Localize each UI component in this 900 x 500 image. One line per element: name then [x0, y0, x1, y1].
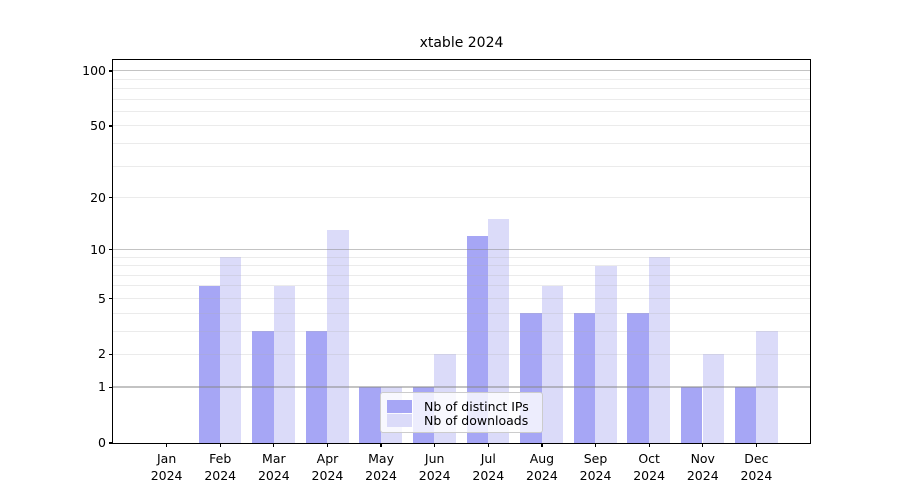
- bar-distinct-ips-dec: [734, 386, 757, 443]
- x-tick-year: 2024: [526, 468, 558, 483]
- bar-distinct-ips-nov: [681, 386, 703, 443]
- minor-gridline: [112, 110, 810, 112]
- x-tick-mark: [755, 443, 757, 447]
- x-tick-label: May 2024: [349, 450, 413, 484]
- chart-title: xtable 2024: [419, 35, 504, 51]
- y-tick-mark: [108, 197, 113, 199]
- legend-item-distinct-ips: Nb of distinct IPs: [387, 398, 534, 414]
- minor-gridline: [112, 312, 810, 314]
- minor-gridline: [112, 353, 810, 355]
- bar-distinct-ips-sep: [573, 313, 596, 443]
- x-tick-label: Oct 2024: [617, 450, 681, 484]
- x-tick-mark: [702, 443, 704, 447]
- y-tick-label: 1: [98, 379, 106, 395]
- legend-item-downloads: Nb of downloads: [387, 412, 534, 428]
- legend: Nb of distinct IPs Nb of downloads: [380, 392, 543, 433]
- minor-gridline: [112, 274, 810, 276]
- minor-gridline: [112, 330, 810, 332]
- x-tick-mark: [219, 443, 221, 447]
- x-tick-label: Aug 2024: [510, 450, 574, 484]
- y-tick-mark: [108, 297, 113, 300]
- minor-gridline: [112, 256, 810, 258]
- x-tick-year: 2024: [311, 468, 344, 483]
- x-tick-label: Dec 2024: [724, 450, 788, 484]
- x-tick-year: 2024: [204, 468, 237, 483]
- minor-gridline: [112, 98, 810, 100]
- plot-area: [111, 58, 811, 444]
- x-tick-label: Nov 2024: [671, 450, 735, 484]
- minor-gridline: [112, 285, 810, 287]
- minor-gridline: [112, 125, 810, 127]
- legend-label-downloads: Nb of downloads: [424, 412, 529, 428]
- major-gridline: [112, 70, 810, 72]
- x-tick-year: 2024: [365, 468, 397, 483]
- minor-gridline: [112, 196, 810, 198]
- minor-gridline: [112, 265, 810, 267]
- x-tick-label: Sep 2024: [564, 450, 628, 484]
- x-tick-year: 2024: [686, 468, 719, 483]
- x-tick-label: Apr 2024: [295, 450, 359, 484]
- x-tick-mark: [273, 443, 275, 447]
- major-gridline: [112, 248, 810, 251]
- y-tick-label: 50: [90, 118, 106, 134]
- y-tick-label: 5: [98, 290, 106, 306]
- x-tick-year: 2024: [150, 468, 183, 483]
- minor-gridline: [112, 78, 810, 80]
- x-tick-mark: [487, 443, 489, 447]
- y-tick-label: 100: [82, 63, 106, 79]
- x-tick-mark: [434, 443, 436, 447]
- x-tick-year: 2024: [418, 468, 451, 483]
- bar-distinct-ips-feb: [198, 285, 220, 443]
- bar-downloads-nov: [702, 354, 724, 443]
- x-tick-year: 2024: [740, 468, 773, 483]
- bar-distinct-ips-may: [359, 386, 381, 443]
- legend-label-distinct-ips: Nb of distinct IPs: [424, 398, 529, 414]
- y-tick-mark: [108, 442, 113, 444]
- x-tick-label: Jan 2024: [135, 450, 199, 484]
- minor-gridline: [112, 142, 810, 144]
- y-tick-mark: [108, 386, 113, 388]
- bar-downloads-feb: [219, 257, 242, 443]
- y-tick-label: 2: [98, 346, 106, 362]
- legend-swatch-distinct-ips: [387, 399, 412, 413]
- bar-downloads-sep: [595, 265, 617, 443]
- bar-downloads-oct: [648, 257, 671, 443]
- y-tick-label: 20: [90, 189, 106, 205]
- x-tick-label: Jul 2024: [456, 450, 520, 484]
- y-tick-mark: [108, 353, 113, 356]
- major-gridline: [112, 386, 810, 388]
- x-tick-label: Jun 2024: [403, 450, 467, 484]
- y-tick-label: 10: [90, 241, 106, 257]
- minor-gridline: [112, 297, 810, 299]
- y-tick-mark: [108, 125, 113, 127]
- x-tick-label: Feb 2024: [188, 450, 252, 484]
- x-tick-mark: [380, 443, 382, 447]
- bar-downloads-aug: [541, 285, 564, 443]
- bar-downloads-apr: [327, 230, 349, 443]
- y-tick-mark: [108, 249, 113, 251]
- bar-downloads-mar: [273, 285, 295, 443]
- x-tick-mark: [326, 443, 329, 447]
- x-tick-year: 2024: [579, 468, 612, 483]
- y-tick-mark: [108, 70, 113, 72]
- bar-distinct-ips-jul: [466, 236, 489, 443]
- x-tick-label: Mar 2024: [242, 450, 306, 484]
- y-tick-label: 0: [98, 435, 106, 450]
- x-tick-mark: [541, 443, 543, 447]
- bar-distinct-ips-oct: [627, 313, 649, 443]
- x-tick-year: 2024: [633, 468, 666, 483]
- x-tick-mark: [594, 443, 597, 447]
- x-tick-mark: [648, 443, 650, 447]
- minor-gridline: [112, 165, 810, 167]
- x-tick-year: 2024: [257, 468, 290, 483]
- x-tick-mark: [166, 443, 168, 447]
- x-tick-year: 2024: [472, 468, 505, 483]
- minor-gridline: [112, 88, 810, 90]
- legend-swatch-downloads: [387, 413, 412, 427]
